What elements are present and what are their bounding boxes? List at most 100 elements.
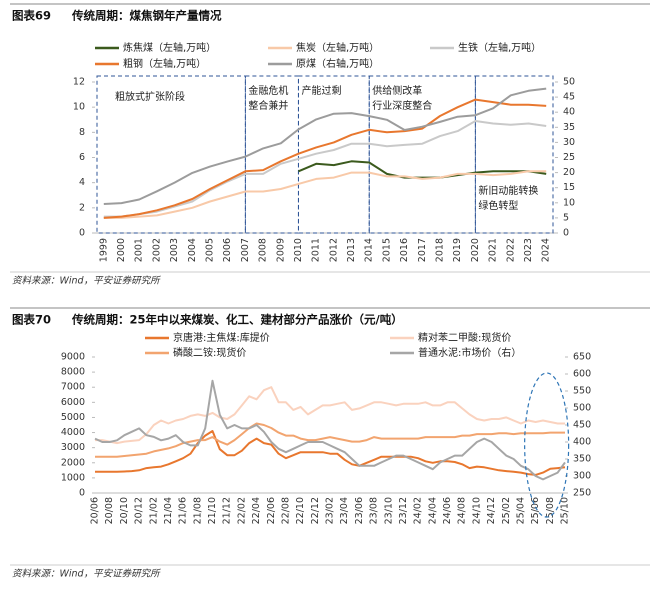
period-label: 绿色转型 <box>478 199 518 212</box>
figure-number: 图表70 <box>12 313 51 327</box>
x-tick-label: 2000 <box>116 238 127 262</box>
legend-label: 炼焦煤（左轴,万吨） <box>123 41 216 54</box>
x-tick-label: 25/08 <box>545 497 556 524</box>
x-tick-label: 2022 <box>505 238 516 262</box>
figure-title: 传统周期：25年中以来煤炭、化工、建材部分产品涨价（元/吨） <box>71 313 403 327</box>
legend-label: 精对苯二甲酸:现货价 <box>418 331 511 344</box>
x-tick-label: 25/02 <box>501 497 512 524</box>
series-line <box>103 120 547 218</box>
x-tick-label: 25/10 <box>560 497 571 524</box>
x-tick-label: 2004 <box>187 238 198 262</box>
y-tick-label: 12 <box>73 77 85 88</box>
x-tick-label: 23/04 <box>339 497 350 524</box>
x-tick-label: 2016 <box>399 238 410 262</box>
series-line <box>95 386 565 445</box>
x-tick-label: 2002 <box>151 238 162 262</box>
y2-tick-label: 600 <box>573 369 591 380</box>
y2-tick-label: 550 <box>573 386 591 397</box>
y2-tick-label: 0 <box>563 228 569 239</box>
period-box <box>244 75 299 234</box>
x-tick-label: 2011 <box>311 238 322 262</box>
x-tick-label: 2018 <box>435 238 446 262</box>
x-tick-label: 24/10 <box>471 497 482 524</box>
legend-label: 生铁（左轴,万吨） <box>458 41 541 54</box>
y2-tick-label: 250 <box>573 488 591 499</box>
x-tick-label: 20/08 <box>104 497 115 524</box>
y2-tick-label: 15 <box>563 182 575 193</box>
x-tick-label: 2003 <box>169 238 180 262</box>
y-tick-label: 6 <box>79 152 85 163</box>
x-tick-label: 2019 <box>452 238 463 262</box>
x-tick-label: 20/06 <box>90 497 101 524</box>
source: 资料来源：Wind，平安证券研究所 <box>12 568 161 580</box>
x-tick-label: 21/06 <box>178 497 189 524</box>
legend-label: 京唐港:主焦煤:库提价 <box>173 331 270 344</box>
y-tick-label: 0 <box>79 488 85 499</box>
x-tick-label: 25/06 <box>530 497 541 524</box>
period-label: 粗放式扩张阶段 <box>115 90 185 103</box>
x-tick-label: 1999 <box>98 238 109 262</box>
period-label: 金融危机 <box>248 84 288 97</box>
x-tick-label: 2005 <box>205 238 216 262</box>
series-line <box>103 98 547 219</box>
legend-label: 焦炭（左轴,万吨） <box>296 41 379 54</box>
y-tick-label: 5000 <box>61 412 85 423</box>
y-tick-label: 9000 <box>61 352 85 363</box>
x-tick-label: 2023 <box>523 238 534 262</box>
y2-tick-label: 40 <box>563 107 575 118</box>
period-label: 供给侧改革 <box>372 84 422 97</box>
legend-label: 磷酸二铵:现货价 <box>173 346 246 359</box>
series-line <box>298 160 547 179</box>
x-tick-label: 2006 <box>222 238 233 262</box>
x-tick-label: 22/08 <box>280 497 291 524</box>
y2-tick-label: 300 <box>573 471 591 482</box>
x-tick-label: 21/08 <box>192 497 203 524</box>
x-tick-label: 24/08 <box>457 497 468 524</box>
x-tick-label: 2010 <box>293 238 304 262</box>
y-tick-label: 7000 <box>61 382 85 393</box>
y2-tick-label: 650 <box>573 352 591 363</box>
y2-tick-label: 20 <box>563 167 575 178</box>
legend-label: 粗钢（左轴,万吨） <box>123 57 206 70</box>
x-tick-label: 24/12 <box>486 497 497 524</box>
y2-tick-label: 25 <box>563 152 575 163</box>
x-tick-label: 23/08 <box>369 497 380 524</box>
x-tick-label: 2009 <box>275 238 286 262</box>
x-tick-label: 20/12 <box>134 497 145 524</box>
highlight-ellipse <box>524 372 570 518</box>
x-tick-label: 2007 <box>240 238 251 262</box>
period-box <box>297 75 370 234</box>
x-tick-label: 23/06 <box>354 497 365 524</box>
x-tick-label: 2001 <box>134 238 145 262</box>
x-tick-label: 22/02 <box>236 497 247 524</box>
figure-title: 传统周期：煤焦钢年产量情况 <box>71 9 222 23</box>
x-tick-label: 21/12 <box>222 497 233 524</box>
y-tick-label: 8 <box>79 127 85 138</box>
x-tick-label: 2012 <box>328 238 339 262</box>
period-label: 整合兼并 <box>248 99 288 112</box>
y2-tick-label: 5 <box>563 212 569 223</box>
x-tick-label: 2014 <box>364 238 375 262</box>
y-tick-label: 2000 <box>61 457 85 468</box>
legend-label: 原煤（右轴,万吨） <box>296 57 379 70</box>
x-tick-label: 2021 <box>488 238 499 262</box>
x-tick-label: 24/04 <box>427 497 438 524</box>
y2-tick-label: 30 <box>563 137 575 148</box>
x-tick-label: 23/02 <box>325 497 336 524</box>
y2-tick-label: 350 <box>573 454 591 465</box>
x-tick-label: 24/06 <box>442 497 453 524</box>
y2-tick-label: 50 <box>563 77 575 88</box>
y2-tick-label: 450 <box>573 420 591 431</box>
y-tick-label: 2 <box>79 202 85 213</box>
x-tick-label: 2013 <box>346 238 357 262</box>
y-tick-label: 1000 <box>61 472 85 483</box>
y-tick-label: 8000 <box>61 367 85 378</box>
x-tick-label: 2020 <box>470 238 481 262</box>
y2-tick-label: 10 <box>563 197 575 208</box>
y-tick-label: 0 <box>79 228 85 239</box>
y-tick-label: 3000 <box>61 442 85 453</box>
x-tick-label: 2017 <box>417 238 428 262</box>
period-box <box>474 75 554 234</box>
period-box <box>96 75 246 234</box>
y2-tick-label: 35 <box>563 122 575 133</box>
